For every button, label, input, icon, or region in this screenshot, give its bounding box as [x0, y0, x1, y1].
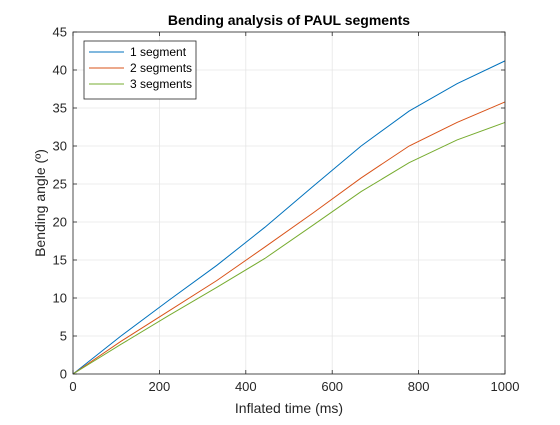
- y-tick-label: 35: [53, 101, 67, 116]
- series-line-2: [72, 101, 506, 375]
- legend-label-1: 1 segment: [130, 45, 187, 59]
- legend-label-3: 3 segments: [130, 77, 192, 91]
- x-tick-label: 600: [321, 379, 343, 394]
- legend: 1 segment 2 segments 3 segments: [83, 40, 197, 100]
- x-tick-label: 0: [69, 379, 76, 394]
- x-tick-label: 400: [235, 379, 257, 394]
- x-axis-label: Inflated time (ms): [235, 400, 343, 416]
- legend-box: [83, 40, 197, 100]
- x-tick-label: 800: [408, 379, 430, 394]
- y-tick-label: 5: [60, 329, 67, 344]
- axes-box: [72, 31, 506, 375]
- series-line-3: [72, 121, 506, 375]
- axis-ticks: 0 200 400 600 800 1000 0 5 10 15 20 25 30 35 40 45: [53, 25, 520, 395]
- y-tick-label: 40: [53, 63, 67, 78]
- y-axis-label: Bending angle (º): [32, 149, 48, 257]
- x-tick-label: 1000: [491, 379, 520, 394]
- legend-label-2: 2 segments: [130, 61, 192, 75]
- plot-lines: [72, 60, 506, 375]
- y-tick-label: 20: [53, 215, 67, 230]
- y-tick-label: 30: [53, 139, 67, 154]
- y-tick-label: 0: [60, 367, 67, 382]
- series-line-1: [72, 60, 506, 375]
- y-tick-label: 25: [53, 177, 67, 192]
- y-tick-label: 10: [53, 291, 67, 306]
- y-tick-label: 45: [53, 25, 67, 40]
- chart-title: Bending analysis of PAUL segments: [168, 12, 410, 28]
- x-tick-label: 200: [149, 379, 171, 394]
- y-tick-label: 15: [53, 253, 67, 268]
